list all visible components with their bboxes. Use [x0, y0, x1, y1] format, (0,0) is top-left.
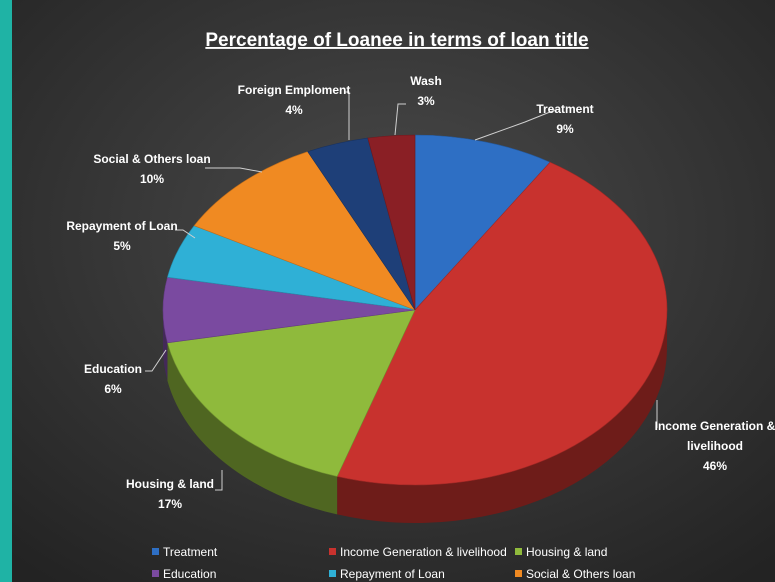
legend-entry-3[interactable]: Education: [163, 567, 216, 581]
leader-line-2: [215, 470, 223, 491]
slice-label-1-line-2: 46%: [703, 459, 727, 473]
legend-swatch-1: [329, 548, 336, 555]
legend-swatch-0: [152, 548, 159, 555]
leader-line-5: [205, 167, 263, 173]
legend-swatch-4: [329, 570, 336, 577]
slice-label-7-line-1: 3%: [417, 94, 435, 108]
slice-label-0-line-0: Treatment: [536, 102, 593, 116]
slice-label-3-line-1: 6%: [104, 382, 122, 396]
slice-label-7-line-0: Wash: [410, 74, 442, 88]
pie-slice-0[interactable]: [414, 134, 551, 311]
legend-entry-4[interactable]: Repayment of Loan: [340, 567, 445, 581]
slice-label-1-line-1: livelihood: [687, 439, 743, 453]
legend-entry-0[interactable]: Treatment: [163, 545, 218, 559]
legend-swatch-3: [152, 570, 159, 577]
pie-slice-7[interactable]: [367, 134, 416, 311]
pie-slice-5[interactable]: [193, 151, 416, 311]
slice-label-4-line-1: 5%: [113, 239, 131, 253]
pie-slice-2[interactable]: [167, 309, 416, 477]
slice-label-5-line-0: Social & Others loan: [93, 152, 210, 166]
slice-label-2-line-0: Housing & land: [126, 477, 214, 491]
slice-label-1-line-0: Income Generation &: [655, 419, 775, 433]
leader-line-4: [175, 229, 196, 239]
legend-entry-5[interactable]: Social & Others loan: [526, 567, 635, 581]
chart-title: Percentage of Loanee in terms of loan ti…: [205, 30, 588, 51]
slice-label-3-line-0: Education: [84, 362, 142, 376]
slice-label-2-line-1: 17%: [158, 497, 182, 511]
slice-label-6-line-1: 4%: [285, 103, 303, 117]
slice-label-6-line-0: Foreign Emploment: [238, 83, 351, 97]
leader-line-0: [474, 109, 556, 141]
pie-slice-1[interactable]: [336, 161, 668, 486]
legend-swatch-2: [515, 548, 522, 555]
legend-entry-2[interactable]: Housing & land: [526, 545, 607, 559]
leader-line-3: [145, 349, 167, 372]
leader-line-7: [394, 103, 406, 136]
legend-swatch-5: [515, 570, 522, 577]
slice-label-4-line-0: Repayment of Loan: [66, 219, 177, 233]
slice-label-5-line-1: 10%: [140, 172, 164, 186]
legend-entry-1[interactable]: Income Generation & livelihood: [340, 545, 507, 559]
pie-side-1: [337, 310, 667, 523]
leader-line-6: [345, 91, 350, 140]
pie-side-2: [167, 342, 338, 515]
slice-label-0-line-1: 9%: [556, 122, 574, 136]
